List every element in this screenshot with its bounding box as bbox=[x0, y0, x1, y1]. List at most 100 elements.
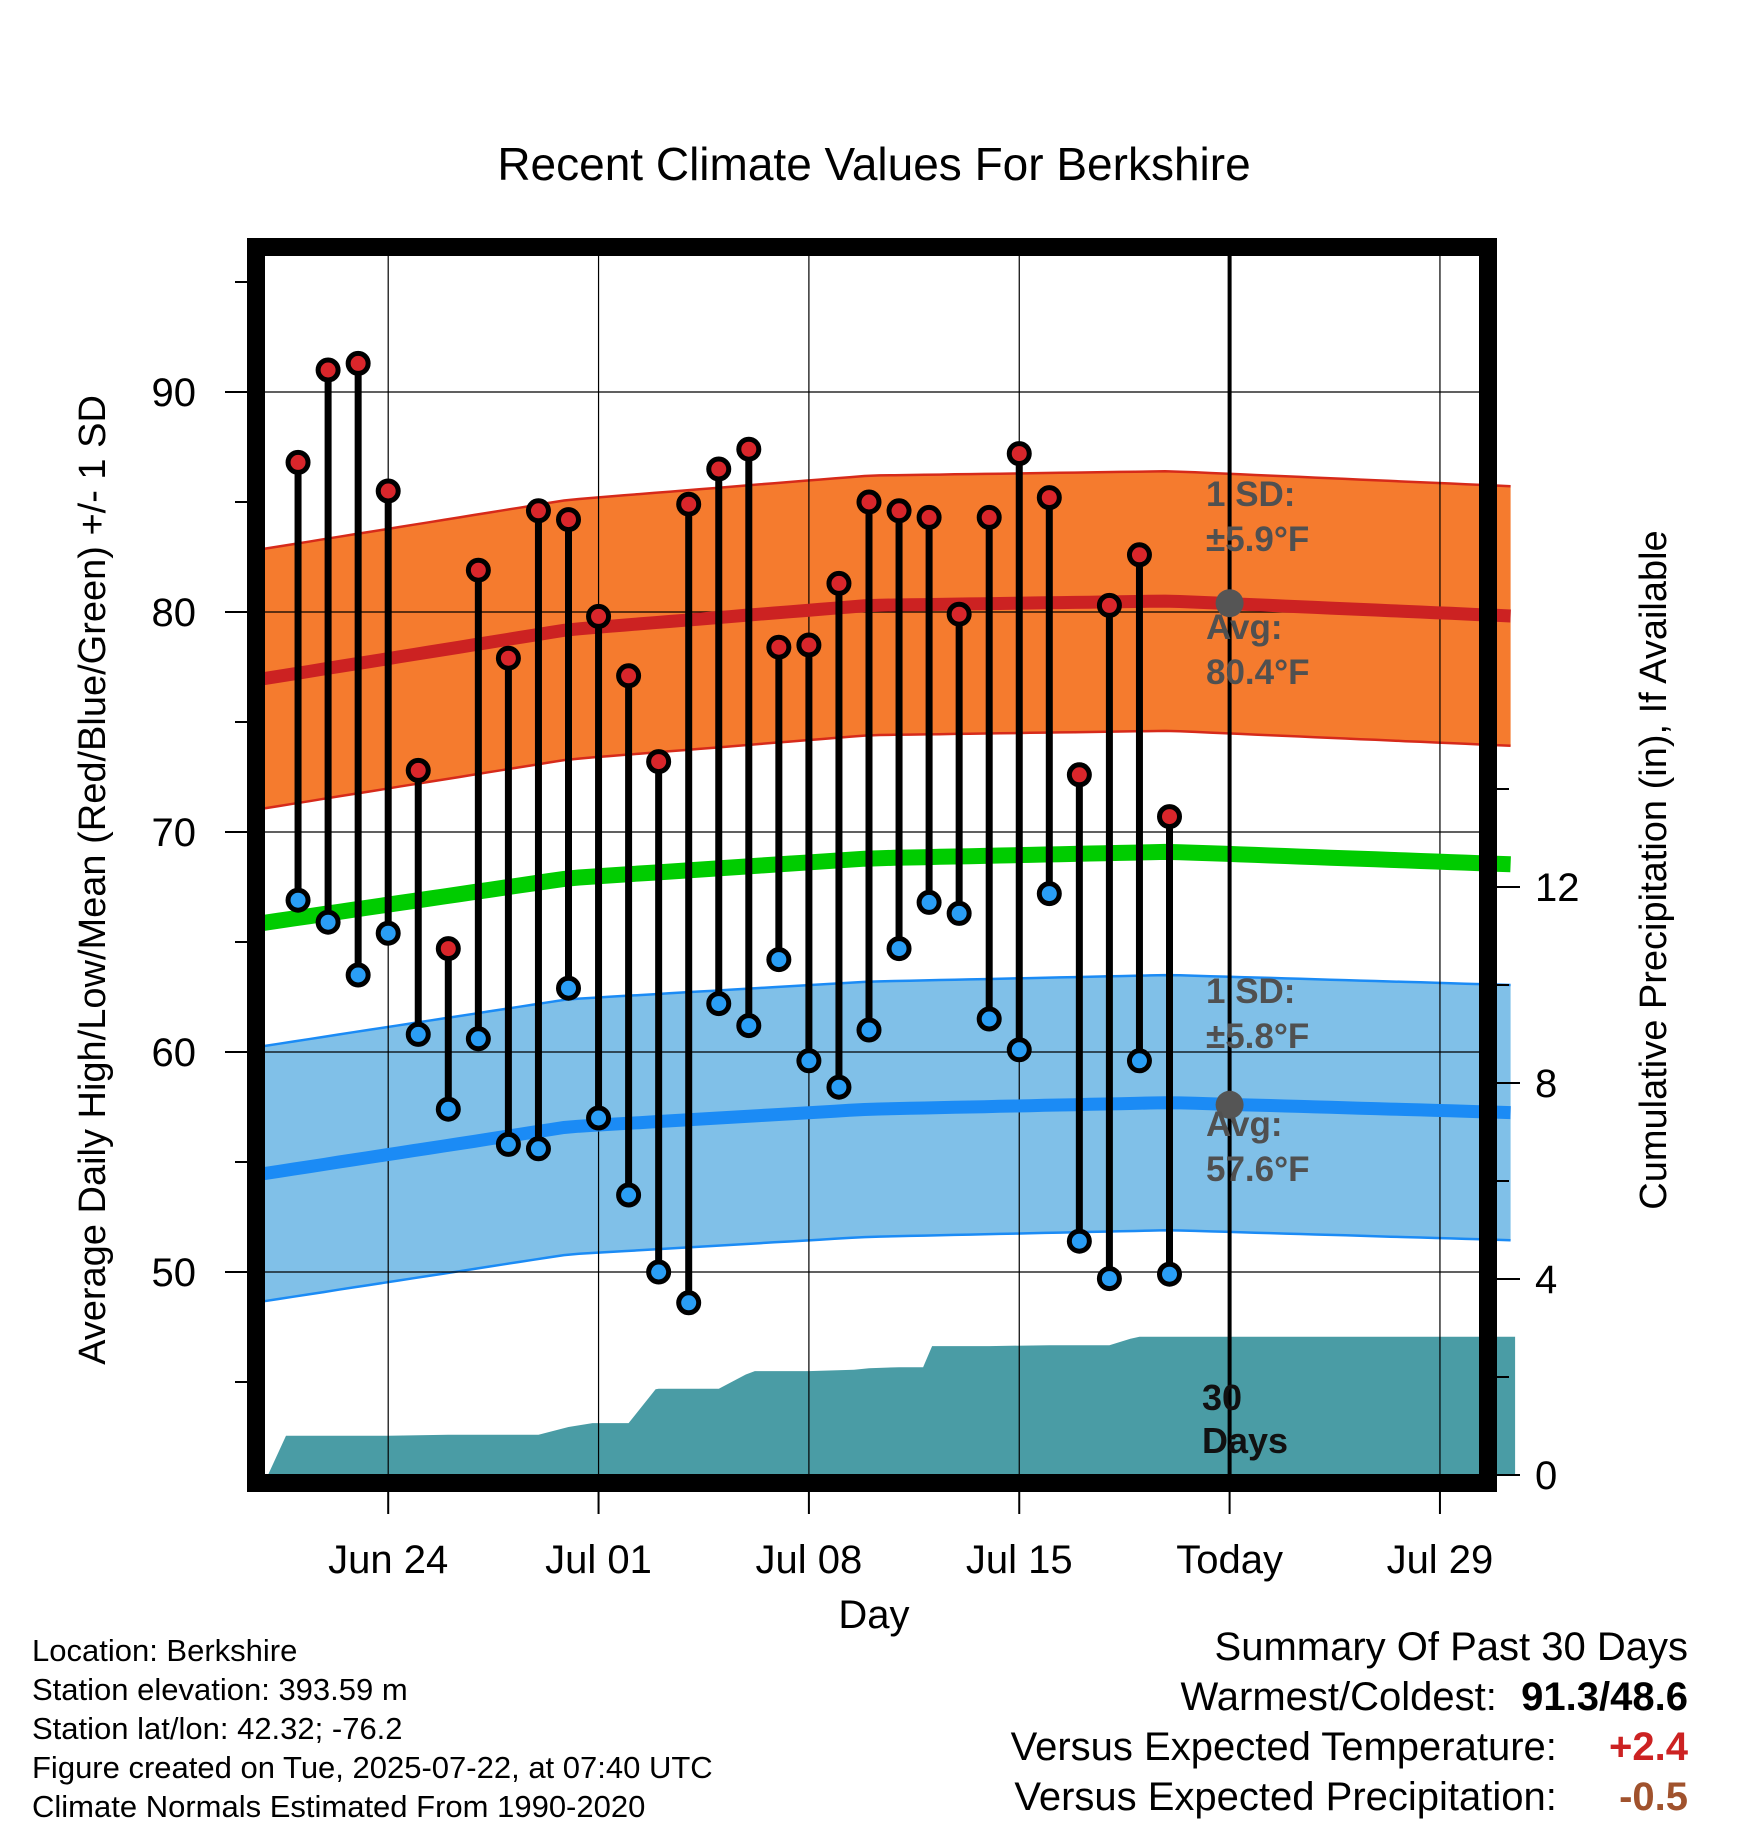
daily-high-point bbox=[495, 645, 521, 671]
daily-high-point bbox=[736, 436, 762, 462]
summary-title: Summary Of Past 30 Days bbox=[1214, 1625, 1688, 1669]
chart-title: Recent Climate Values For Berkshire bbox=[497, 138, 1250, 190]
daily-high-point bbox=[706, 456, 732, 482]
y2-axis-label: Cumulative Precipitation (in), If Availa… bbox=[1633, 530, 1675, 1209]
summary-warm-label: Warmest/Coldest: bbox=[1180, 1675, 1497, 1719]
daily-low-point bbox=[1066, 1228, 1092, 1254]
daily-high-point bbox=[616, 663, 642, 689]
daily-low-point bbox=[616, 1182, 642, 1208]
plot-frame bbox=[247, 238, 1497, 1492]
daily-low-point bbox=[1096, 1266, 1122, 1292]
precip-area bbox=[268, 1336, 1516, 1475]
window-label-count: 30 bbox=[1202, 1377, 1242, 1418]
summary-temp-row: Versus Expected Temperature: +2.4 bbox=[1011, 1725, 1688, 1769]
daily-low-point bbox=[1157, 1261, 1182, 1287]
daily-low-point bbox=[315, 909, 341, 935]
daily-low-point bbox=[465, 1026, 491, 1052]
daily-high-point bbox=[856, 489, 882, 515]
daily-low-point bbox=[345, 962, 371, 988]
daily-low-point bbox=[706, 991, 732, 1017]
daily-high-point bbox=[315, 357, 341, 383]
daily-high-point bbox=[946, 601, 972, 627]
summary-precip-row: Versus Expected Precipitation: -0.5 bbox=[1014, 1775, 1688, 1819]
y-tick-label: 90 bbox=[152, 371, 197, 415]
daily-high-point bbox=[405, 757, 431, 783]
daily-high-point bbox=[676, 491, 702, 517]
today-high-normal-marker bbox=[1215, 589, 1244, 618]
x-tick-label: Jul 01 bbox=[545, 1538, 652, 1582]
x-tick-label: Jul 08 bbox=[756, 1538, 863, 1582]
window-label-unit: Days bbox=[1202, 1420, 1288, 1461]
daily-low-point bbox=[676, 1290, 702, 1316]
low-sd-band-fill bbox=[263, 975, 1511, 1302]
low-avg-value: 57.6°F bbox=[1206, 1150, 1310, 1189]
daily-high-point bbox=[1036, 485, 1062, 511]
footer-created: Figure created on Tue, 2025-07-22, at 07… bbox=[32, 1750, 713, 1785]
daily-high-point bbox=[375, 478, 401, 504]
daily-low-point bbox=[495, 1131, 521, 1157]
y-tick-label: 50 bbox=[152, 1251, 197, 1295]
daily-high-point bbox=[345, 350, 371, 376]
normal-high-line bbox=[262, 594, 1511, 686]
footer-latlon: Station lat/lon: 42.32; -76.2 bbox=[32, 1711, 403, 1746]
footer-elevation: Station elevation: 393.59 m bbox=[32, 1672, 408, 1707]
daily-high-point bbox=[465, 557, 491, 583]
daily-low-point bbox=[766, 947, 792, 973]
summary-precip-value: -0.5 bbox=[1619, 1775, 1688, 1819]
low-sd-band-lower-edge bbox=[263, 1229, 1511, 1303]
low-sd-value: ±5.8°F bbox=[1206, 1017, 1309, 1056]
low-sd-label: 1 SD: bbox=[1206, 972, 1295, 1011]
y-axis-label: Average Daily High/Low/Mean (Red/Blue/Gr… bbox=[72, 395, 114, 1365]
y-tick-label: 70 bbox=[152, 811, 197, 855]
daily-low-point bbox=[736, 1013, 762, 1039]
daily-low-point bbox=[796, 1048, 822, 1074]
high-sd-label: 1 SD: bbox=[1206, 475, 1295, 514]
daily-high-point bbox=[556, 507, 581, 533]
summary-warm-value: 91.3/48.6 bbox=[1521, 1675, 1688, 1719]
daily-low-point bbox=[525, 1136, 551, 1162]
high-sd-band-lower-edge bbox=[263, 729, 1511, 810]
daily-high-point bbox=[916, 504, 942, 530]
x-axis-label: Day bbox=[838, 1593, 909, 1637]
daily-low-point bbox=[1126, 1048, 1152, 1074]
normal-low-line bbox=[262, 1096, 1511, 1181]
x-tick-label: Jul 15 bbox=[966, 1538, 1073, 1582]
daily-low-point bbox=[556, 975, 581, 1001]
daily-high-point bbox=[285, 449, 311, 475]
y-tick-label: 60 bbox=[152, 1031, 197, 1075]
daily-high-point bbox=[1157, 804, 1182, 830]
summary-temp-label: Versus Expected Temperature: bbox=[1010, 1725, 1557, 1769]
y-tick-label: 80 bbox=[152, 591, 197, 635]
x-tick-label: Jul 29 bbox=[1387, 1538, 1494, 1582]
daily-low-point bbox=[285, 887, 311, 913]
daily-low-point bbox=[1036, 881, 1062, 907]
today-low-normal-marker bbox=[1215, 1090, 1244, 1119]
daily-low-point bbox=[375, 920, 401, 946]
daily-low-point bbox=[946, 900, 972, 926]
normal-mean-line bbox=[262, 843, 1511, 931]
daily-high-point bbox=[886, 498, 912, 524]
daily-low-point bbox=[856, 1017, 882, 1043]
footer-location: Location: Berkshire bbox=[32, 1633, 298, 1668]
daily-high-point bbox=[525, 498, 551, 524]
daily-high-point bbox=[1126, 542, 1152, 568]
daily-low-point bbox=[886, 936, 912, 962]
daily-high-point bbox=[1006, 441, 1032, 467]
low-sd-band-upper-edge bbox=[263, 973, 1511, 1048]
footer-normals: Climate Normals Estimated From 1990-2020 bbox=[32, 1789, 646, 1824]
daily-low-point bbox=[435, 1096, 461, 1122]
y2-tick-label: 8 bbox=[1535, 1062, 1557, 1106]
daily-high-point bbox=[976, 504, 1002, 530]
y2-tick-label: 0 bbox=[1535, 1454, 1557, 1498]
y2-tick-label: 12 bbox=[1535, 866, 1580, 910]
daily-low-point bbox=[1006, 1037, 1032, 1063]
y2-tick-label: 4 bbox=[1535, 1258, 1557, 1302]
summary-warm-row: Warmest/Coldest: 91.3/48.6 bbox=[1181, 1675, 1689, 1719]
daily-low-point bbox=[916, 889, 942, 915]
daily-high-point bbox=[1066, 762, 1092, 788]
high-sd-value: ±5.9°F bbox=[1206, 520, 1309, 559]
daily-low-point bbox=[976, 1006, 1002, 1032]
daily-high-point bbox=[796, 632, 822, 658]
summary-precip-label: Versus Expected Precipitation: bbox=[1014, 1775, 1557, 1819]
